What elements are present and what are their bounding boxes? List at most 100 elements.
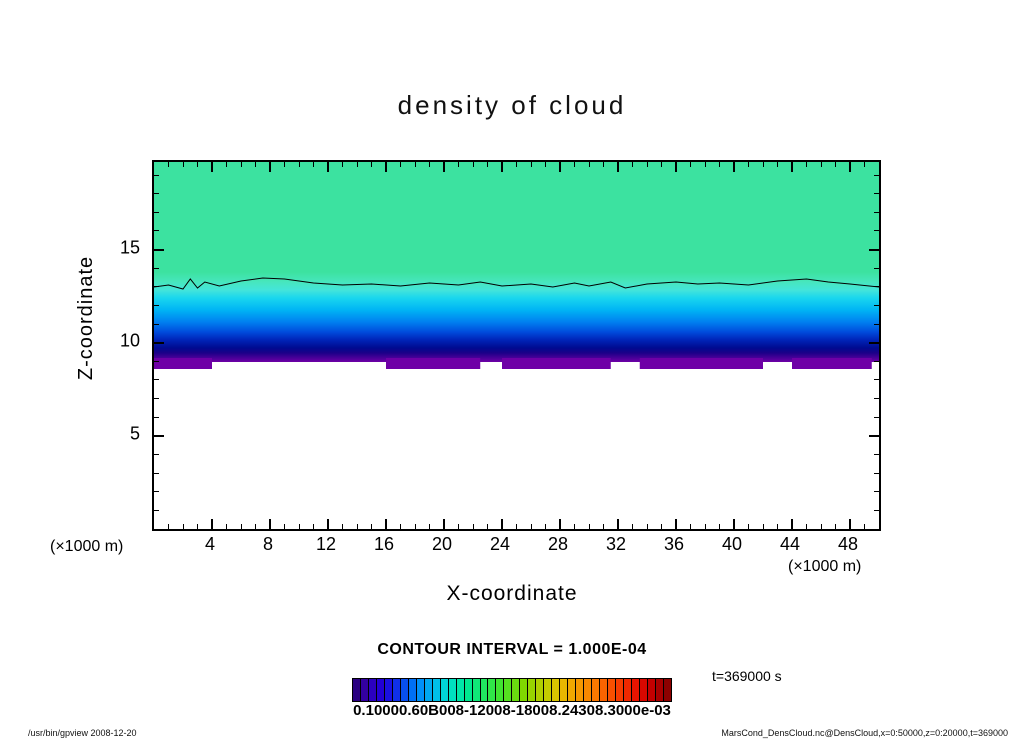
- tick-mark: [284, 162, 285, 167]
- tick-mark: [733, 519, 735, 529]
- tick-mark: [342, 162, 343, 167]
- tick-mark: [371, 524, 372, 529]
- tick-mark: [874, 509, 879, 511]
- tick-mark: [820, 524, 822, 529]
- tick-mark: [874, 193, 879, 195]
- colorbar-cell: [424, 679, 433, 701]
- colorbar-cell: [639, 679, 648, 701]
- tick-mark: [777, 524, 778, 529]
- tick-mark: [443, 519, 445, 529]
- tick-mark: [458, 162, 459, 167]
- tick-mark: [154, 416, 159, 418]
- tick-mark: [487, 162, 488, 167]
- tick-mark: [154, 230, 159, 232]
- colorbar-cell: [400, 679, 409, 701]
- tick-mark: [385, 162, 387, 172]
- colorbar-cell: [464, 679, 473, 701]
- tick-mark: [356, 162, 358, 167]
- tick-mark: [874, 398, 879, 400]
- colorbar-cell: [408, 679, 417, 701]
- tick-mark: [154, 174, 159, 176]
- page-title: density of cloud: [397, 90, 627, 120]
- colorbar-cell: [376, 679, 385, 701]
- tick-mark: [226, 162, 227, 167]
- tick-mark: [733, 162, 735, 172]
- colorbar-cell: [392, 679, 401, 701]
- tick-mark: [371, 162, 372, 167]
- tick-mark: [835, 524, 836, 529]
- purple-jag-segment: [386, 358, 481, 369]
- tick-mark: [632, 162, 633, 167]
- x-tick-label: 16: [373, 534, 395, 554]
- x-unit-right: (×1000 m): [788, 558, 862, 575]
- colorbar-cell: [384, 679, 393, 701]
- tick-mark: [806, 524, 807, 529]
- purple-jag-segment: [639, 358, 763, 369]
- tick-mark: [874, 323, 879, 325]
- tick-mark: [849, 162, 851, 172]
- tick-mark: [154, 341, 164, 344]
- tick-mark: [327, 519, 329, 529]
- tick-mark: [154, 304, 159, 306]
- tick-mark: [501, 519, 503, 529]
- colorbar-cell: [647, 679, 656, 701]
- tick-mark: [874, 304, 879, 306]
- colorbar-cell: [416, 679, 425, 701]
- tick-mark: [240, 524, 242, 529]
- tick-mark: [226, 524, 227, 529]
- tick-mark: [719, 162, 720, 167]
- tick-mark: [197, 162, 198, 167]
- tick-mark: [154, 509, 159, 511]
- tick-mark: [603, 524, 604, 529]
- tick-mark: [154, 491, 159, 493]
- tick-mark: [617, 162, 619, 172]
- tick-mark: [874, 360, 879, 362]
- tick-mark: [869, 341, 879, 344]
- tick-mark: [530, 162, 532, 167]
- colorbar-cell: [353, 679, 361, 701]
- tick-mark: [356, 524, 358, 529]
- tick-mark: [704, 162, 706, 167]
- x-tick-label: 44: [779, 534, 801, 554]
- tick-mark: [458, 524, 459, 529]
- tick-mark: [874, 286, 879, 288]
- y-axis-label: Z-coordinate: [75, 255, 97, 381]
- contour-interval-text: CONTOUR INTERVAL = 1.000E-04: [377, 641, 647, 658]
- tick-mark: [874, 416, 879, 418]
- tick-mark: [864, 524, 865, 529]
- tick-mark: [874, 453, 879, 455]
- tick-mark: [516, 162, 517, 167]
- tick-mark: [154, 267, 159, 269]
- tick-mark: [617, 519, 619, 529]
- colorbar-cell: [608, 679, 616, 701]
- tick-mark: [603, 162, 604, 167]
- y-tick-label: 15: [119, 237, 140, 258]
- colorbar-cell: [368, 679, 377, 701]
- tick-mark: [849, 519, 851, 529]
- y-tick-label: 5: [129, 423, 140, 444]
- tick-mark: [690, 162, 691, 167]
- colorbar-cell: [448, 679, 457, 701]
- colorbar-cell: [432, 679, 441, 701]
- colorbar-cell: [440, 679, 449, 701]
- tick-mark: [154, 211, 159, 213]
- tick-mark: [869, 248, 879, 251]
- plot-area: [152, 160, 881, 531]
- tick-mark: [719, 524, 720, 529]
- tick-mark: [240, 162, 242, 167]
- tick-mark: [255, 162, 256, 167]
- footer-command: /usr/bin/gpview 2008-12-20: [28, 728, 137, 738]
- tick-mark: [820, 162, 822, 167]
- tick-mark: [168, 524, 169, 529]
- tick-mark: [632, 524, 633, 529]
- x-tick-label: 12: [315, 534, 337, 554]
- colorbar-cell: [512, 679, 521, 701]
- x-tick-label: 48: [837, 534, 859, 554]
- colorbar-cell: [600, 679, 608, 701]
- tick-mark: [874, 267, 879, 269]
- x-tick-label: 20: [431, 534, 453, 554]
- x-tick-label: 32: [605, 534, 627, 554]
- tick-mark: [869, 434, 879, 437]
- tick-mark: [762, 162, 764, 167]
- colorbar-cell: [576, 679, 585, 701]
